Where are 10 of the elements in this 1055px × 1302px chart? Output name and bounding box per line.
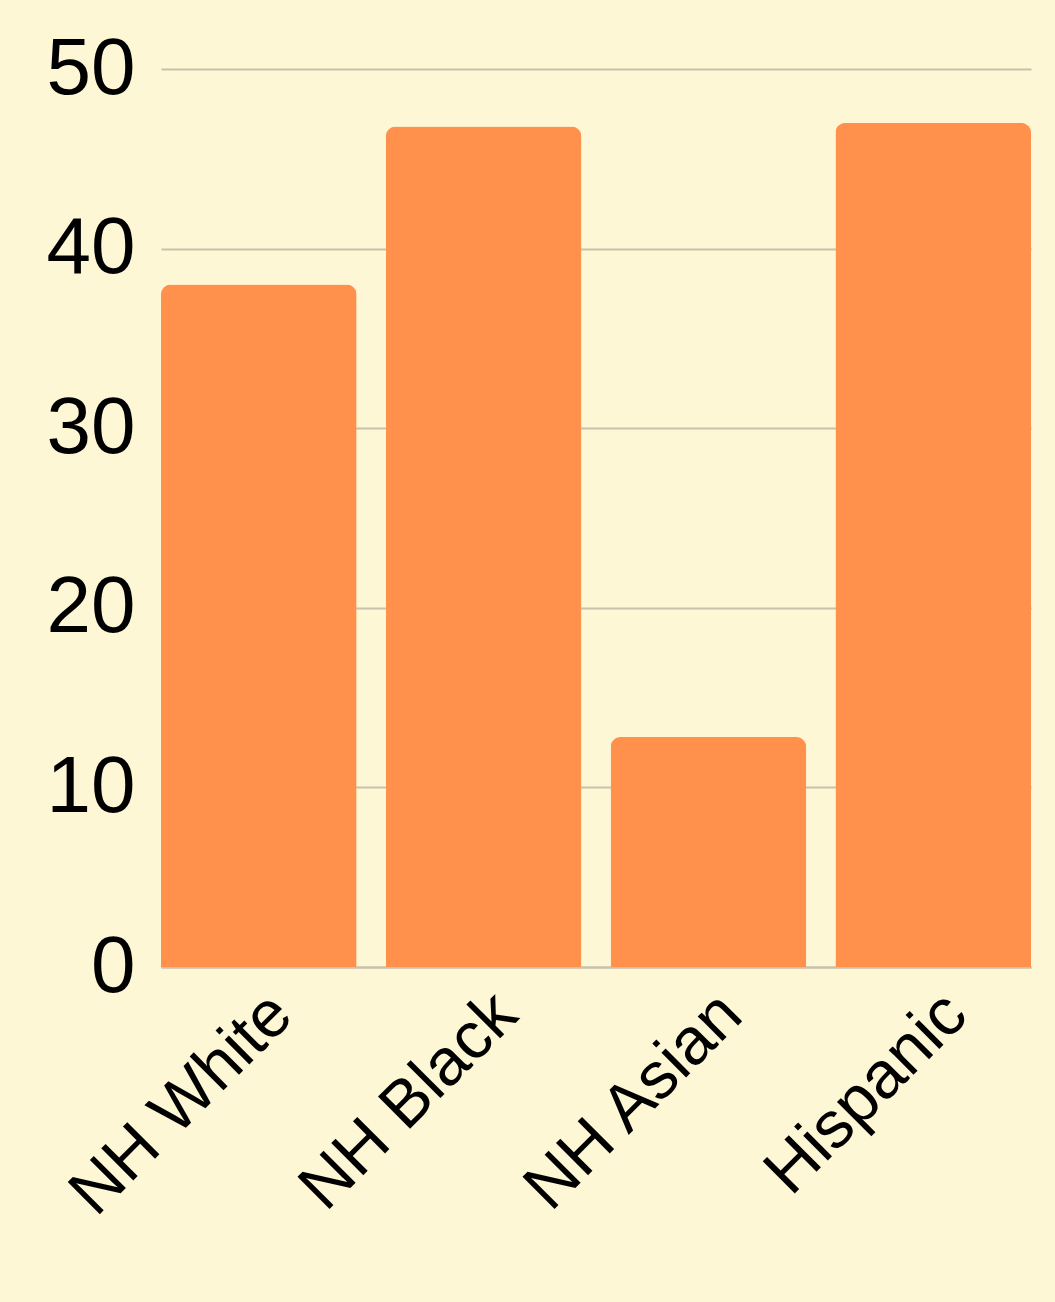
- bar: [161, 284, 357, 967]
- y-tick-label: 40: [46, 201, 136, 291]
- bar: [385, 126, 582, 967]
- bar: [835, 122, 1031, 967]
- y-tick-label: 30: [46, 380, 136, 470]
- bar: [610, 737, 807, 967]
- y-tick-label: 50: [46, 21, 136, 111]
- y-tick-label: 0: [91, 919, 136, 1009]
- y-tick-label: 10: [46, 739, 136, 829]
- y-tick-label: 20: [46, 560, 136, 650]
